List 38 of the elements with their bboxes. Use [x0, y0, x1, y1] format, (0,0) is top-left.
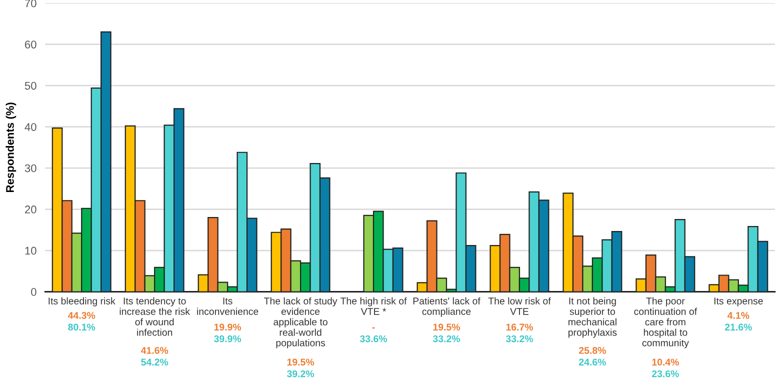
x-tick-label: The poor continuation of care from hospital to community — [634, 297, 698, 348]
y-axis-title: Respondents (%) — [6, 102, 16, 192]
y-tick-label: 0 — [31, 288, 36, 296]
text: 24.6% — [579, 358, 606, 366]
x-tick-label: Its bleeding risk — [48, 297, 116, 306]
text: 10.4% — [652, 358, 679, 366]
x-tick-label: Its inconvenience — [197, 298, 258, 315]
text: 19.9% — [214, 324, 242, 331]
y-tick-label: 40 — [24, 123, 36, 131]
x-tick-label: Patients' lack of compliance — [413, 297, 480, 317]
text: 4.1% — [727, 312, 750, 319]
text: 33.2% — [432, 335, 460, 342]
text: 39.9% — [214, 335, 242, 342]
x-tick-label: The lack of study evidence applicable to real-world populations — [264, 297, 338, 348]
text: 33.6% — [360, 335, 388, 342]
text: 19.5% — [433, 324, 460, 331]
x-tick-label: It not being superior to mechanical prophylaxis — [568, 297, 617, 338]
y-tick-label: 10 — [25, 246, 36, 255]
text: 54.2% — [141, 358, 168, 366]
text: 19.5% — [287, 358, 314, 366]
y-tick-label: 30 — [24, 164, 36, 172]
text: 80.1% — [68, 324, 96, 331]
x-tick-label: Its tendency to increase the risk of wound infection — [120, 297, 190, 336]
x-tick-label: The high risk of VTE * — [340, 297, 407, 315]
x-tick-label: Its expense — [714, 298, 763, 306]
y-tick-label: 50 — [24, 82, 36, 90]
text: 39.2% — [286, 370, 314, 378]
text: 44.3% — [68, 312, 96, 319]
text: 25.8% — [579, 347, 606, 354]
text: 33.2% — [506, 335, 533, 342]
y-tick-label: 60 — [24, 40, 36, 48]
text: 16.7% — [506, 324, 533, 331]
text: - — [372, 327, 375, 329]
x-tick-label: The low risk of VTE — [488, 297, 551, 315]
text: 23.6% — [652, 370, 679, 378]
text: 41.6% — [140, 347, 168, 354]
y-tick-label: 20 — [24, 206, 36, 214]
text: 21.6% — [724, 324, 752, 331]
